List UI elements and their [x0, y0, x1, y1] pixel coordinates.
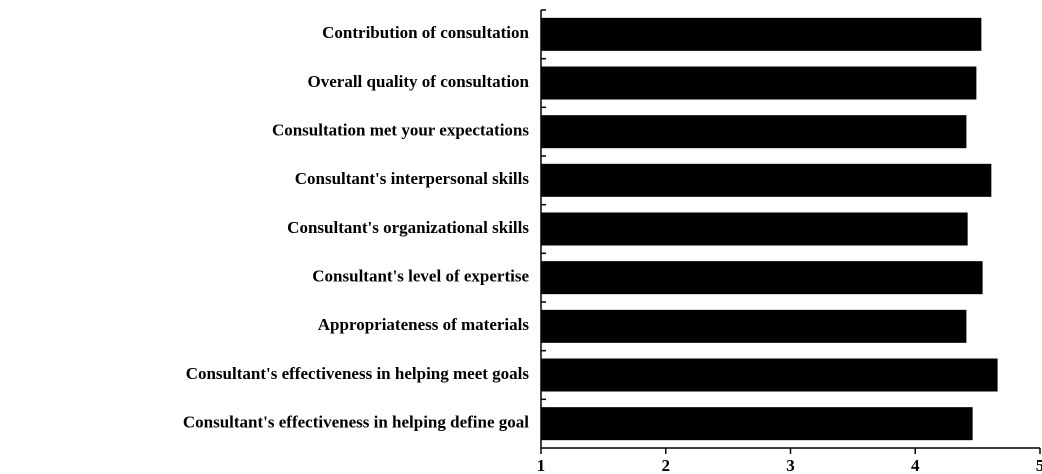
x-tick-label: 1 [537, 456, 546, 474]
y-tick-label: Overall quality of consultation [308, 72, 530, 91]
y-tick-label: Consultant's interpersonal skills [295, 169, 530, 188]
bar [541, 163, 992, 197]
bar [541, 17, 982, 51]
bar [541, 115, 967, 149]
y-tick-label: Consultant's effectiveness in helping me… [186, 364, 530, 383]
bar [541, 66, 977, 100]
bar [541, 407, 973, 441]
bar [541, 212, 968, 246]
bar [541, 309, 967, 343]
y-tick-label: Consultant's effectiveness in helping de… [183, 413, 529, 432]
bar [541, 261, 983, 295]
y-tick-label: Contribution of consultation [322, 23, 529, 42]
y-tick-label: Consultation met your expectations [272, 121, 529, 140]
x-tick-label: 5 [1036, 456, 1042, 474]
bar [541, 358, 998, 392]
x-tick-label: 4 [911, 456, 920, 474]
y-tick-label: Appropriateness of materials [318, 315, 530, 334]
x-tick-label: 3 [786, 456, 795, 474]
y-tick-label: Consultant's level of expertise [312, 267, 529, 286]
x-tick-label: 2 [662, 456, 671, 474]
y-tick-label: Consultant's organizational skills [287, 218, 529, 237]
